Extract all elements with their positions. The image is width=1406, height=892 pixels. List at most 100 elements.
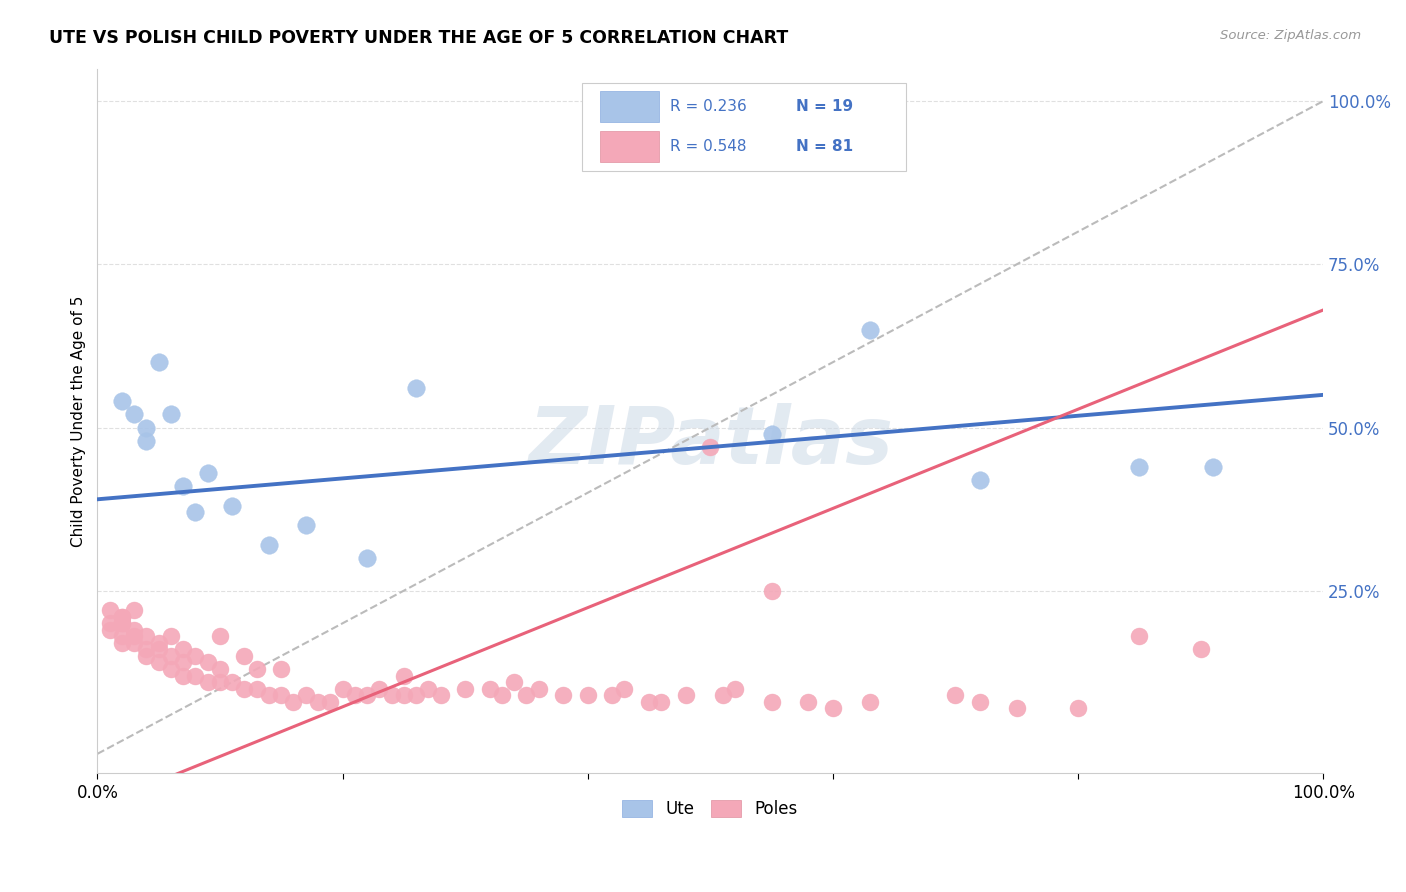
Point xyxy=(797,695,820,709)
Point xyxy=(454,681,477,696)
Point xyxy=(246,681,269,696)
Point xyxy=(233,648,256,663)
Point xyxy=(111,616,134,631)
Point xyxy=(356,551,378,566)
Point xyxy=(1067,701,1090,715)
Point xyxy=(1128,459,1150,474)
Point xyxy=(368,681,391,696)
Point xyxy=(111,616,134,631)
Point xyxy=(135,420,157,434)
Point xyxy=(172,668,194,682)
Point xyxy=(332,681,354,696)
Point xyxy=(650,695,672,709)
Point xyxy=(418,681,440,696)
Point xyxy=(576,688,599,702)
Point xyxy=(392,668,415,682)
FancyBboxPatch shape xyxy=(600,91,659,122)
Point xyxy=(172,656,194,670)
Point xyxy=(111,629,134,643)
Point xyxy=(405,688,427,702)
Point xyxy=(600,688,623,702)
Point xyxy=(160,648,183,663)
Point xyxy=(221,499,243,513)
Point xyxy=(392,688,415,702)
Point xyxy=(135,648,157,663)
Point xyxy=(160,662,183,676)
Point xyxy=(945,688,967,702)
Point xyxy=(148,355,170,369)
Point xyxy=(380,688,402,702)
Point xyxy=(969,473,991,487)
Point xyxy=(553,688,575,702)
Point xyxy=(724,681,747,696)
Text: UTE VS POLISH CHILD POVERTY UNDER THE AGE OF 5 CORRELATION CHART: UTE VS POLISH CHILD POVERTY UNDER THE AG… xyxy=(49,29,789,46)
Text: R = 0.236: R = 0.236 xyxy=(669,99,747,114)
Point xyxy=(257,538,280,552)
Point xyxy=(613,681,636,696)
Text: Source: ZipAtlas.com: Source: ZipAtlas.com xyxy=(1220,29,1361,42)
Point xyxy=(761,695,783,709)
Point xyxy=(122,623,145,637)
Point xyxy=(969,695,991,709)
Point xyxy=(405,381,427,395)
Point xyxy=(429,688,451,702)
Point xyxy=(135,642,157,657)
Point xyxy=(208,662,231,676)
Point xyxy=(270,688,292,702)
Point xyxy=(711,688,734,702)
Point xyxy=(858,695,880,709)
Point xyxy=(111,609,134,624)
Point xyxy=(111,394,134,409)
Point xyxy=(98,623,121,637)
Point xyxy=(527,681,550,696)
Legend: Ute, Poles: Ute, Poles xyxy=(616,794,804,825)
Point xyxy=(122,629,145,643)
Text: N = 19: N = 19 xyxy=(796,99,853,114)
Point xyxy=(172,642,194,657)
Point xyxy=(858,323,880,337)
Point xyxy=(135,629,157,643)
Point xyxy=(197,675,219,690)
Point xyxy=(172,479,194,493)
Point xyxy=(122,636,145,650)
Point xyxy=(515,688,537,702)
Point xyxy=(111,636,134,650)
Point xyxy=(122,603,145,617)
Text: N = 81: N = 81 xyxy=(796,139,853,154)
Point xyxy=(221,675,243,690)
Point xyxy=(761,583,783,598)
Text: R = 0.548: R = 0.548 xyxy=(669,139,747,154)
Point xyxy=(503,675,526,690)
Point xyxy=(148,642,170,657)
Point xyxy=(1202,459,1225,474)
Point xyxy=(270,662,292,676)
Point xyxy=(761,427,783,442)
Point xyxy=(246,662,269,676)
Point xyxy=(294,688,316,702)
Text: ZIPatlas: ZIPatlas xyxy=(527,403,893,481)
Point xyxy=(197,466,219,480)
Point xyxy=(478,681,501,696)
Point xyxy=(184,505,207,519)
Point xyxy=(160,629,183,643)
Point xyxy=(208,675,231,690)
Point xyxy=(821,701,844,715)
Point xyxy=(257,688,280,702)
Point xyxy=(148,636,170,650)
Point xyxy=(343,688,366,702)
Point xyxy=(356,688,378,702)
Point xyxy=(148,656,170,670)
Point xyxy=(699,440,721,454)
Point xyxy=(1005,701,1028,715)
Point xyxy=(160,408,183,422)
Point xyxy=(1189,642,1212,657)
Point xyxy=(208,629,231,643)
Point xyxy=(98,616,121,631)
Y-axis label: Child Poverty Under the Age of 5: Child Poverty Under the Age of 5 xyxy=(72,295,86,547)
Point xyxy=(111,609,134,624)
Point xyxy=(184,648,207,663)
FancyBboxPatch shape xyxy=(582,83,907,170)
Point xyxy=(319,695,342,709)
Point xyxy=(491,688,513,702)
Point xyxy=(135,434,157,448)
